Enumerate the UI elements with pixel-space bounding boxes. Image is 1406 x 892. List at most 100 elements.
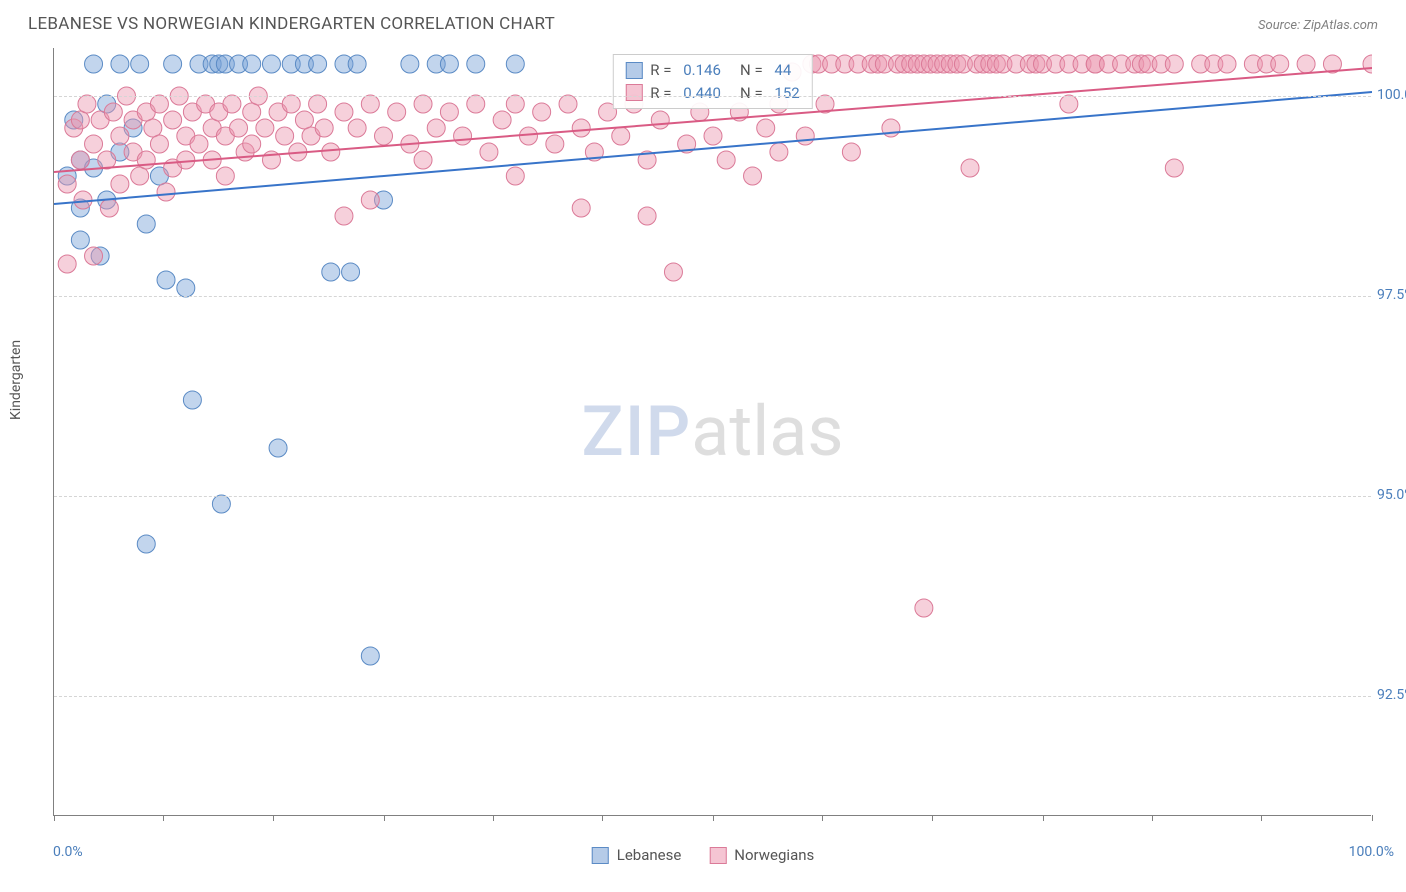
y-tick-label: 100.0% — [1377, 87, 1406, 103]
data-point — [137, 535, 155, 553]
legend-item: Norwegians — [709, 846, 814, 864]
legend-r-value: 0.440 — [683, 82, 721, 105]
data-point — [71, 151, 89, 169]
data-point — [401, 55, 419, 73]
legend-n-value: 152 — [774, 82, 799, 105]
legend-swatch — [625, 84, 642, 101]
data-point — [111, 127, 129, 145]
x-tick — [713, 815, 714, 821]
gridline — [54, 96, 1371, 97]
gridline — [54, 496, 1371, 497]
data-point — [796, 127, 814, 145]
data-point — [717, 151, 735, 169]
data-point — [282, 95, 300, 113]
x-tick — [932, 815, 933, 821]
x-tick — [1043, 815, 1044, 821]
data-point — [572, 119, 590, 137]
data-point — [71, 111, 89, 129]
data-point — [440, 103, 458, 121]
data-point — [164, 111, 182, 129]
legend-item: Lebanese — [592, 846, 682, 864]
gridline — [54, 296, 1371, 297]
legend-label: Norwegians — [734, 846, 814, 864]
data-point — [361, 647, 379, 665]
data-point — [361, 191, 379, 209]
legend-row: R = 0.146 N = 44 — [625, 59, 799, 82]
legend-r-value: 0.146 — [683, 59, 721, 82]
data-point — [375, 127, 393, 145]
gridline — [54, 696, 1371, 697]
data-point — [493, 111, 511, 129]
data-point — [137, 215, 155, 233]
data-point — [335, 103, 353, 121]
data-point — [262, 55, 280, 73]
data-point — [212, 495, 230, 513]
data-point — [157, 183, 175, 201]
data-point — [1218, 55, 1236, 73]
data-point — [256, 119, 274, 137]
data-point — [651, 111, 669, 129]
legend-n-label: N = — [729, 59, 767, 82]
data-point — [243, 135, 261, 153]
legend-swatch — [592, 847, 609, 864]
data-point — [183, 391, 201, 409]
x-tick — [54, 815, 55, 821]
data-point — [1165, 159, 1183, 177]
data-point — [309, 55, 327, 73]
data-point — [744, 167, 762, 185]
data-point — [572, 199, 590, 217]
data-point — [961, 159, 979, 177]
data-point — [704, 127, 722, 145]
data-point — [111, 55, 129, 73]
x-tick — [273, 815, 274, 821]
legend-swatch — [625, 62, 642, 79]
data-point — [98, 151, 116, 169]
data-point — [230, 119, 248, 137]
legend-n-value: 44 — [774, 59, 791, 82]
data-point — [342, 263, 360, 281]
y-tick-label: 97.5% — [1377, 287, 1406, 303]
data-point — [177, 151, 195, 169]
data-point — [361, 95, 379, 113]
x-tick — [384, 815, 385, 821]
data-point — [157, 271, 175, 289]
source-attribution: Source: ZipAtlas.com — [1258, 18, 1378, 33]
plot-frame: ZIPatlas R = 0.146 N = 44R = 0.440 N = 1… — [53, 48, 1371, 816]
data-point — [144, 119, 162, 137]
data-point — [269, 439, 287, 457]
y-tick-label: 92.5% — [1377, 687, 1406, 703]
data-point — [506, 167, 524, 185]
data-point — [664, 263, 682, 281]
data-point — [1297, 55, 1315, 73]
data-point — [85, 55, 103, 73]
data-point — [58, 175, 76, 193]
data-point — [309, 95, 327, 113]
data-point — [915, 599, 933, 617]
data-point — [58, 255, 76, 273]
data-point — [243, 103, 261, 121]
chart-title: LEBANESE VS NORWEGIAN KINDERGARTEN CORRE… — [28, 14, 555, 34]
series-legend: Lebanese Norwegians — [592, 846, 815, 864]
y-tick-label: 95.0% — [1377, 487, 1406, 503]
data-point — [243, 55, 261, 73]
x-tick — [602, 815, 603, 821]
data-point — [480, 143, 498, 161]
data-point — [842, 143, 860, 161]
legend-n-label: N = — [729, 82, 767, 105]
plot-area: ZIPatlas R = 0.146 N = 44R = 0.440 N = 1… — [53, 48, 1371, 816]
data-point — [150, 95, 168, 113]
legend-r-label: R = — [650, 59, 675, 82]
data-point — [467, 95, 485, 113]
data-point — [111, 175, 129, 193]
data-point — [322, 143, 340, 161]
data-point — [104, 103, 122, 121]
data-point — [348, 119, 366, 137]
data-point — [1060, 95, 1078, 113]
data-point — [414, 95, 432, 113]
data-point — [100, 199, 118, 217]
data-point — [533, 103, 551, 121]
x-tick — [1261, 815, 1262, 821]
data-point — [322, 263, 340, 281]
x-tick — [1372, 815, 1373, 821]
data-point — [177, 279, 195, 297]
